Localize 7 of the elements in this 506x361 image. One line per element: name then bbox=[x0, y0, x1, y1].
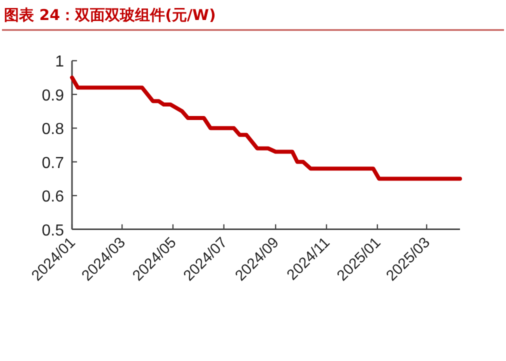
chart-title: 图表 24：双面双玻组件(元/W) bbox=[4, 6, 216, 24]
y-tick-label: 0.8 bbox=[42, 121, 64, 138]
y-tick-label: 0.6 bbox=[42, 188, 64, 206]
y-tick-label: 0.7 bbox=[42, 154, 64, 172]
y-tick-label: 0.9 bbox=[42, 87, 64, 104]
y-tick-label: 0.5 bbox=[42, 222, 64, 240]
y-tick-label: 1 bbox=[55, 54, 64, 71]
